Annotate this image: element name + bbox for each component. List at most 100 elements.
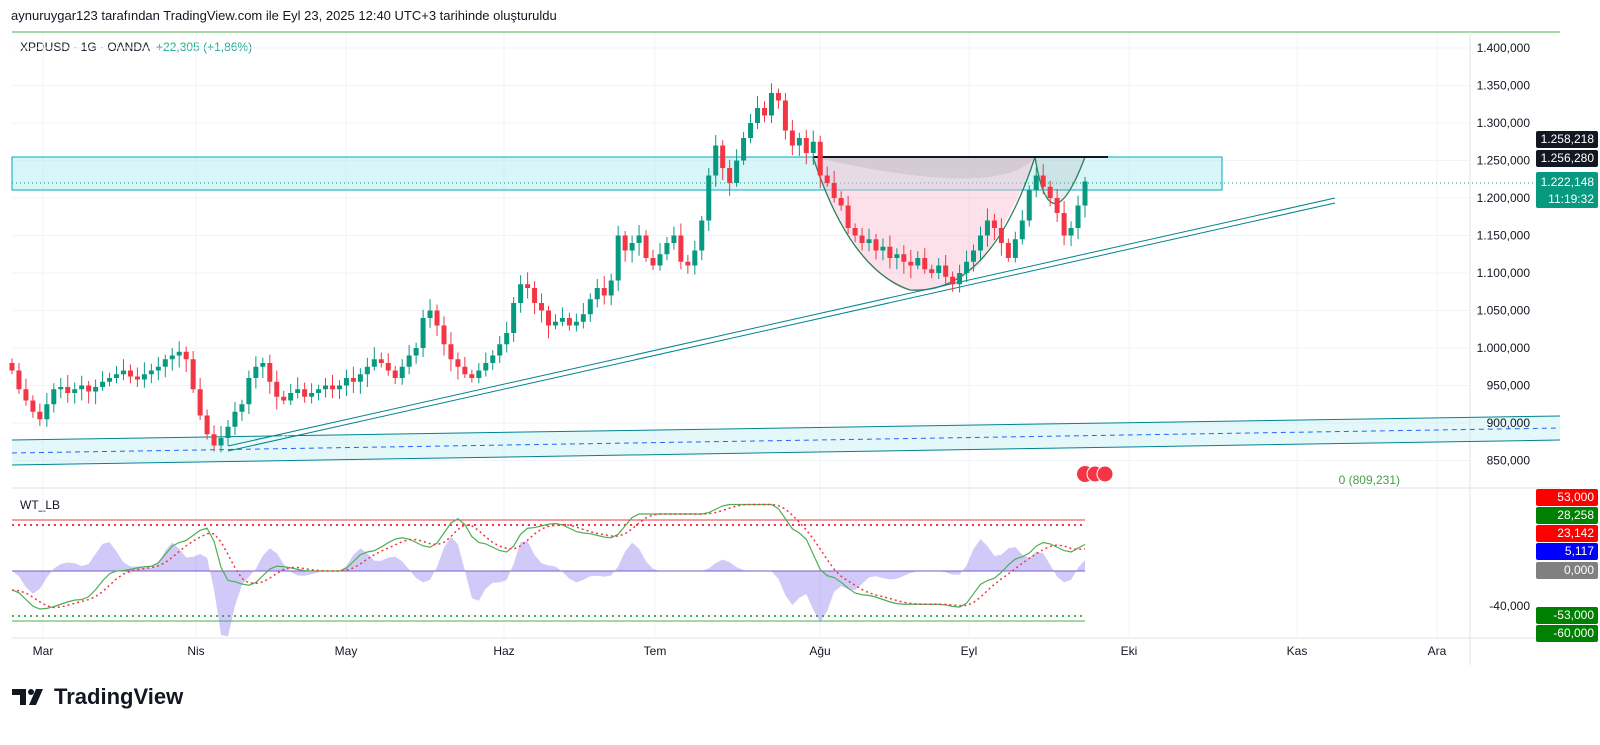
candle-body bbox=[343, 378, 349, 386]
candle-body bbox=[908, 261, 914, 266]
candle-body bbox=[169, 355, 175, 360]
candle-body bbox=[420, 318, 426, 348]
candle bbox=[183, 346, 189, 372]
candle bbox=[225, 420, 231, 446]
candle-body bbox=[845, 205, 851, 228]
time-axis[interactable]: Mar Nis May Haz Tem Ağu Eyl Eki Kas Ara bbox=[33, 644, 1447, 658]
candle-body bbox=[58, 387, 64, 390]
resistance-zone[interactable] bbox=[11, 156, 1223, 191]
candle bbox=[420, 309, 426, 357]
candle-body bbox=[1019, 220, 1025, 240]
candle-body bbox=[37, 411, 43, 420]
candle-body bbox=[114, 374, 120, 378]
oscillator-pane bbox=[11, 503, 1086, 637]
candle bbox=[643, 230, 649, 262]
oscillator-level-label-bg bbox=[1536, 625, 1598, 642]
candle-body bbox=[127, 370, 133, 377]
candle-body bbox=[232, 411, 238, 427]
candle bbox=[685, 255, 691, 274]
candle-body bbox=[636, 235, 642, 243]
candle bbox=[615, 225, 621, 291]
candle bbox=[964, 250, 970, 282]
tradingview-logo[interactable]: TradingView bbox=[12, 684, 183, 710]
candle bbox=[1019, 210, 1025, 245]
candle bbox=[782, 93, 788, 140]
candle-body bbox=[734, 160, 740, 183]
time-label: Ağu bbox=[809, 644, 830, 658]
candle-body bbox=[539, 303, 545, 311]
last-price-label: 1.222,148 bbox=[1541, 175, 1595, 189]
candle bbox=[622, 231, 628, 262]
candle bbox=[824, 166, 830, 187]
candle-body bbox=[107, 378, 113, 382]
cup-handle-pattern[interactable] bbox=[812, 156, 1086, 292]
candle-body bbox=[957, 273, 963, 285]
candle bbox=[734, 149, 740, 187]
candle-body bbox=[79, 385, 85, 390]
candle bbox=[204, 409, 210, 440]
candle-body bbox=[371, 359, 377, 367]
candle bbox=[357, 368, 363, 394]
candle-body bbox=[768, 93, 774, 116]
candle-body bbox=[385, 363, 391, 371]
oscillator-level-label: 28,258 bbox=[1557, 508, 1594, 522]
candle bbox=[748, 114, 754, 144]
candle bbox=[72, 382, 78, 404]
candle bbox=[497, 336, 503, 363]
candle-body bbox=[852, 228, 858, 236]
price-tick: 1.150,000 bbox=[1477, 229, 1531, 243]
candle-body bbox=[336, 385, 342, 390]
candle-body bbox=[288, 393, 294, 401]
candle-body bbox=[573, 321, 579, 326]
candle-body bbox=[204, 415, 210, 435]
parallel-channel[interactable] bbox=[11, 415, 1561, 466]
candle bbox=[789, 120, 795, 156]
candle-body bbox=[357, 374, 363, 382]
candle bbox=[1047, 180, 1053, 207]
economic-events-icon[interactable] bbox=[1077, 465, 1114, 483]
candle bbox=[859, 228, 865, 251]
candle-body bbox=[323, 385, 329, 390]
candle-body bbox=[93, 387, 99, 392]
price-axis[interactable]: 1.400,000 1.350,000 1.300,000 1.250,000 1.20… bbox=[1477, 41, 1531, 468]
price-labels: 1.258,218 1.256,280 1.222,148 11:19:32 53,00… bbox=[1489, 131, 1598, 642]
candle bbox=[44, 393, 50, 427]
candle bbox=[127, 364, 133, 384]
candle-body bbox=[901, 254, 907, 262]
trendline[interactable] bbox=[227, 197, 1336, 452]
chart-canvas[interactable]: 0 (809,231) 1.400,0001.350,0001.300,0001… bbox=[0, 0, 1600, 680]
candle-body bbox=[838, 198, 844, 206]
candle bbox=[775, 88, 781, 109]
candle-body bbox=[664, 243, 670, 255]
candle-body bbox=[448, 344, 454, 360]
candle-body bbox=[587, 299, 593, 315]
candle-body bbox=[929, 269, 935, 273]
candle bbox=[1075, 195, 1081, 240]
candle-body bbox=[678, 235, 684, 262]
candle bbox=[364, 357, 370, 387]
candle bbox=[532, 281, 538, 315]
candle-body bbox=[915, 258, 921, 266]
candle bbox=[901, 245, 907, 274]
candle bbox=[894, 248, 900, 270]
candle bbox=[455, 352, 461, 380]
candle bbox=[316, 384, 322, 401]
candle bbox=[37, 403, 43, 426]
candle bbox=[211, 425, 217, 452]
candle-body bbox=[218, 438, 224, 446]
candle bbox=[671, 226, 677, 250]
candle-body bbox=[657, 254, 663, 266]
candle-body bbox=[30, 400, 36, 412]
indicator-name[interactable]: WT_LB bbox=[20, 498, 61, 512]
symbol-legend[interactable]: XPDUSD · 1G · OANDA +22,305 (+1,86%) bbox=[20, 40, 252, 54]
candle bbox=[1068, 221, 1074, 246]
candle-body bbox=[155, 366, 161, 371]
time-label: May bbox=[335, 644, 358, 658]
candle bbox=[657, 243, 663, 271]
candle bbox=[552, 314, 558, 330]
candle-body bbox=[629, 243, 635, 251]
candle bbox=[1040, 164, 1046, 195]
candle-body bbox=[761, 108, 767, 116]
time-label: Eyl bbox=[961, 644, 978, 658]
candle bbox=[866, 228, 872, 252]
